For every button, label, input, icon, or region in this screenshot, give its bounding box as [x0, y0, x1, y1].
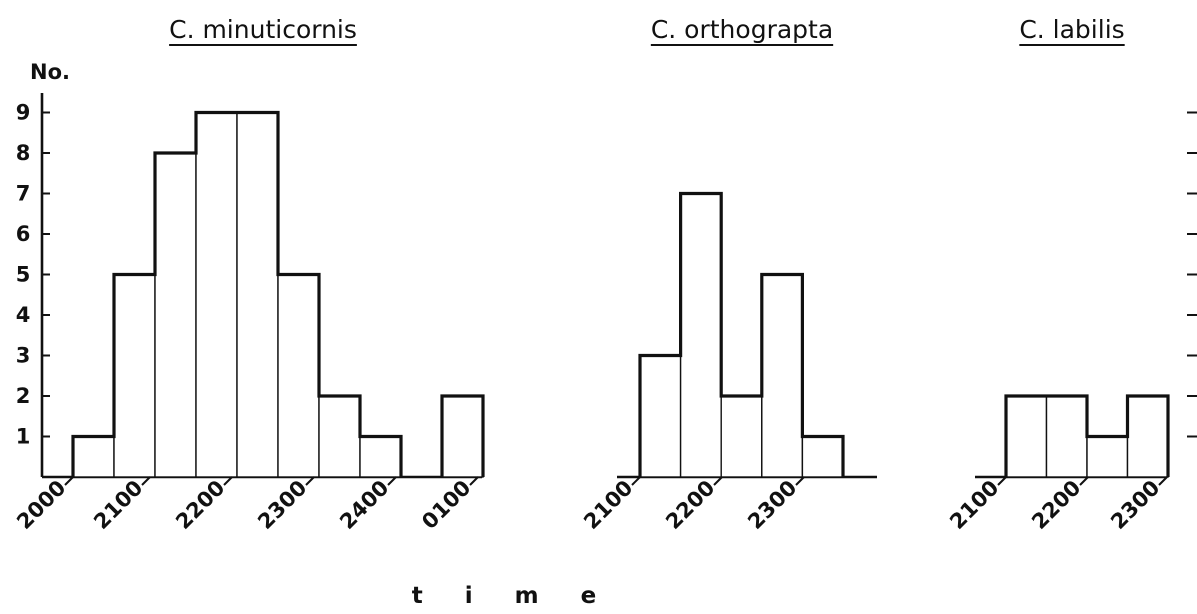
histogram-outline [1004, 394, 1170, 477]
x-tick [713, 476, 723, 486]
x-tick [387, 476, 397, 486]
x-tick [64, 476, 74, 486]
histogram-bar [72, 435, 115, 478]
histogram-bar [761, 273, 804, 478]
histogram-outline [638, 191, 845, 477]
x-tick [631, 476, 641, 486]
x-tick [469, 476, 479, 486]
histogram-bar [113, 273, 156, 478]
title-c-minuticornis: C. minuticornis [169, 15, 357, 44]
y-tick-label: 1 [16, 425, 31, 449]
histogram-bar [1086, 435, 1129, 478]
histogram-bar [1005, 395, 1048, 478]
x-tick [795, 476, 805, 486]
x-tick-label: 2100 [579, 476, 637, 534]
histogram-bar [679, 192, 722, 478]
x-tick-label: 2200 [171, 476, 229, 534]
x-tick [1158, 476, 1168, 486]
y-tick-label: 5 [16, 263, 31, 287]
x-tick-label: 2300 [743, 476, 801, 534]
x-tick-label: 2200 [1027, 476, 1085, 534]
y-tick-label: 7 [16, 182, 31, 206]
histogram-bar [1126, 395, 1169, 478]
histogram-bar [236, 111, 279, 478]
histogram-bar [195, 111, 238, 478]
title-c-labilis: C. labilis [1019, 15, 1124, 44]
x-tick-label: 2300 [253, 476, 311, 534]
y-axis-label: No. [30, 60, 70, 84]
y-tick-label: 4 [16, 303, 31, 327]
x-tick-label: 2100 [89, 476, 147, 534]
x-tick-label: 2400 [335, 476, 393, 534]
x-tick [305, 476, 315, 486]
y-tick-label: 2 [16, 384, 31, 408]
histogram-bar [441, 395, 484, 478]
x-tick [1079, 476, 1089, 486]
x-axis-label: time [412, 583, 638, 609]
histogram-bar [639, 354, 682, 478]
histogram-bar [1045, 395, 1088, 478]
title-c-orthograpta: C. orthograpta [651, 15, 833, 44]
x-tick-label: 2300 [1106, 476, 1164, 534]
x-tick [141, 476, 151, 486]
y-tick-label: 8 [16, 141, 31, 165]
x-tick-label: 2200 [661, 476, 719, 534]
histogram-bar [277, 273, 320, 478]
histogram-bar [359, 435, 402, 478]
y-tick-label: 3 [16, 344, 31, 368]
y-axis-right-ticks [1187, 111, 1197, 438]
histogram-bar [801, 435, 844, 478]
x-tick-label: 2000 [12, 476, 70, 534]
x-tick [223, 476, 233, 486]
y-tick-label: 6 [16, 222, 31, 246]
panel-c-orthograpta: 2100 2200 2300 [579, 191, 877, 534]
y-axis-ticks: 1 2 3 4 5 6 7 8 9 [16, 101, 50, 449]
panel-c-labilis: 2100 2200 2300 [945, 394, 1170, 534]
histogram-outline [71, 110, 485, 477]
y-tick-label: 9 [16, 101, 31, 125]
x-tick-label: 2100 [945, 476, 1003, 534]
x-tick [997, 476, 1007, 486]
x-tick-label: 0100 [417, 476, 475, 534]
histogram-bar [318, 395, 361, 478]
panel-c-minuticornis: 2000 2100 2200 2300 2400 0100 [12, 110, 485, 534]
histogram-bar [154, 152, 197, 478]
histogram-bar [720, 395, 763, 478]
